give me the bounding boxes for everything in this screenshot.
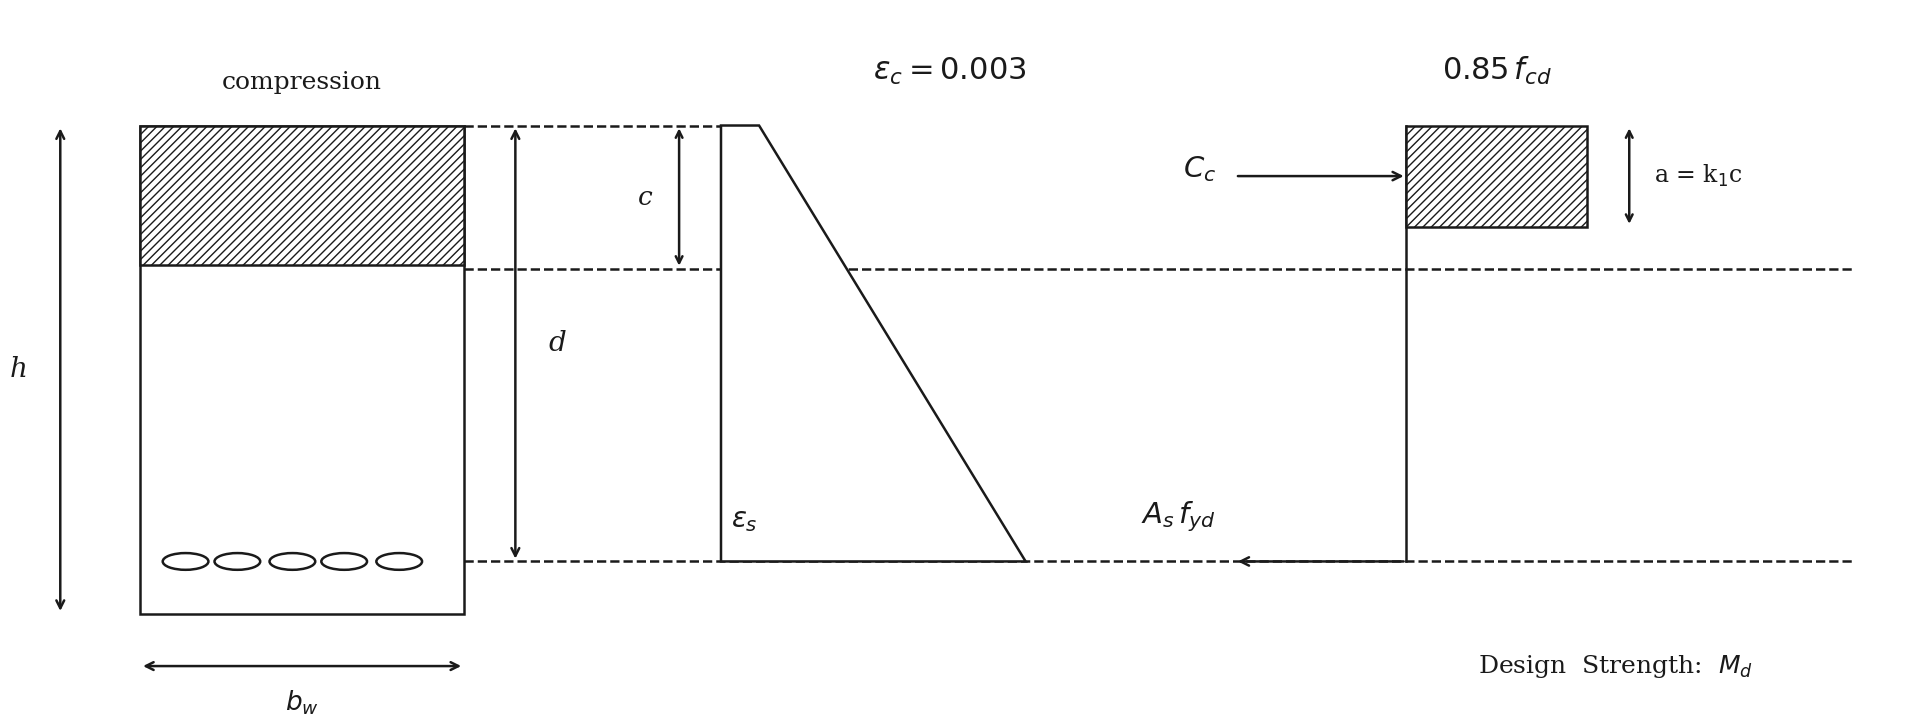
Circle shape bbox=[215, 553, 261, 570]
Text: $b_w$: $b_w$ bbox=[286, 688, 318, 717]
Text: h: h bbox=[10, 356, 27, 383]
Text: $C_c$: $C_c$ bbox=[1183, 154, 1216, 184]
Circle shape bbox=[163, 553, 209, 570]
Circle shape bbox=[376, 553, 422, 570]
Text: c: c bbox=[637, 185, 652, 209]
Text: $0.85\,f_{cd}$: $0.85\,f_{cd}$ bbox=[1442, 55, 1552, 87]
Text: $\varepsilon_s$: $\varepsilon_s$ bbox=[731, 507, 758, 534]
Text: Design  Strength:  $M_d$: Design Strength: $M_d$ bbox=[1479, 653, 1753, 680]
Text: a = k$_1$c: a = k$_1$c bbox=[1653, 163, 1743, 189]
Polygon shape bbox=[721, 126, 1026, 561]
Bar bbox=[140, 126, 464, 265]
Circle shape bbox=[270, 553, 315, 570]
Text: d: d bbox=[549, 330, 566, 357]
Text: $\varepsilon_c = 0.003$: $\varepsilon_c = 0.003$ bbox=[873, 56, 1026, 87]
Text: compression: compression bbox=[222, 71, 382, 94]
Circle shape bbox=[322, 553, 366, 570]
Text: $A_s\,f_{yd}$: $A_s\,f_{yd}$ bbox=[1141, 499, 1216, 534]
Bar bbox=[140, 126, 464, 614]
Bar bbox=[1406, 126, 1588, 227]
